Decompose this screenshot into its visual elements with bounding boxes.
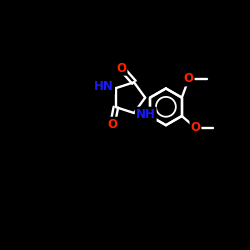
Text: O: O	[116, 62, 126, 75]
Text: O: O	[184, 72, 194, 86]
Text: HN: HN	[94, 80, 114, 94]
Text: O: O	[108, 118, 118, 131]
Text: O: O	[190, 121, 200, 134]
Text: NH: NH	[136, 108, 156, 121]
